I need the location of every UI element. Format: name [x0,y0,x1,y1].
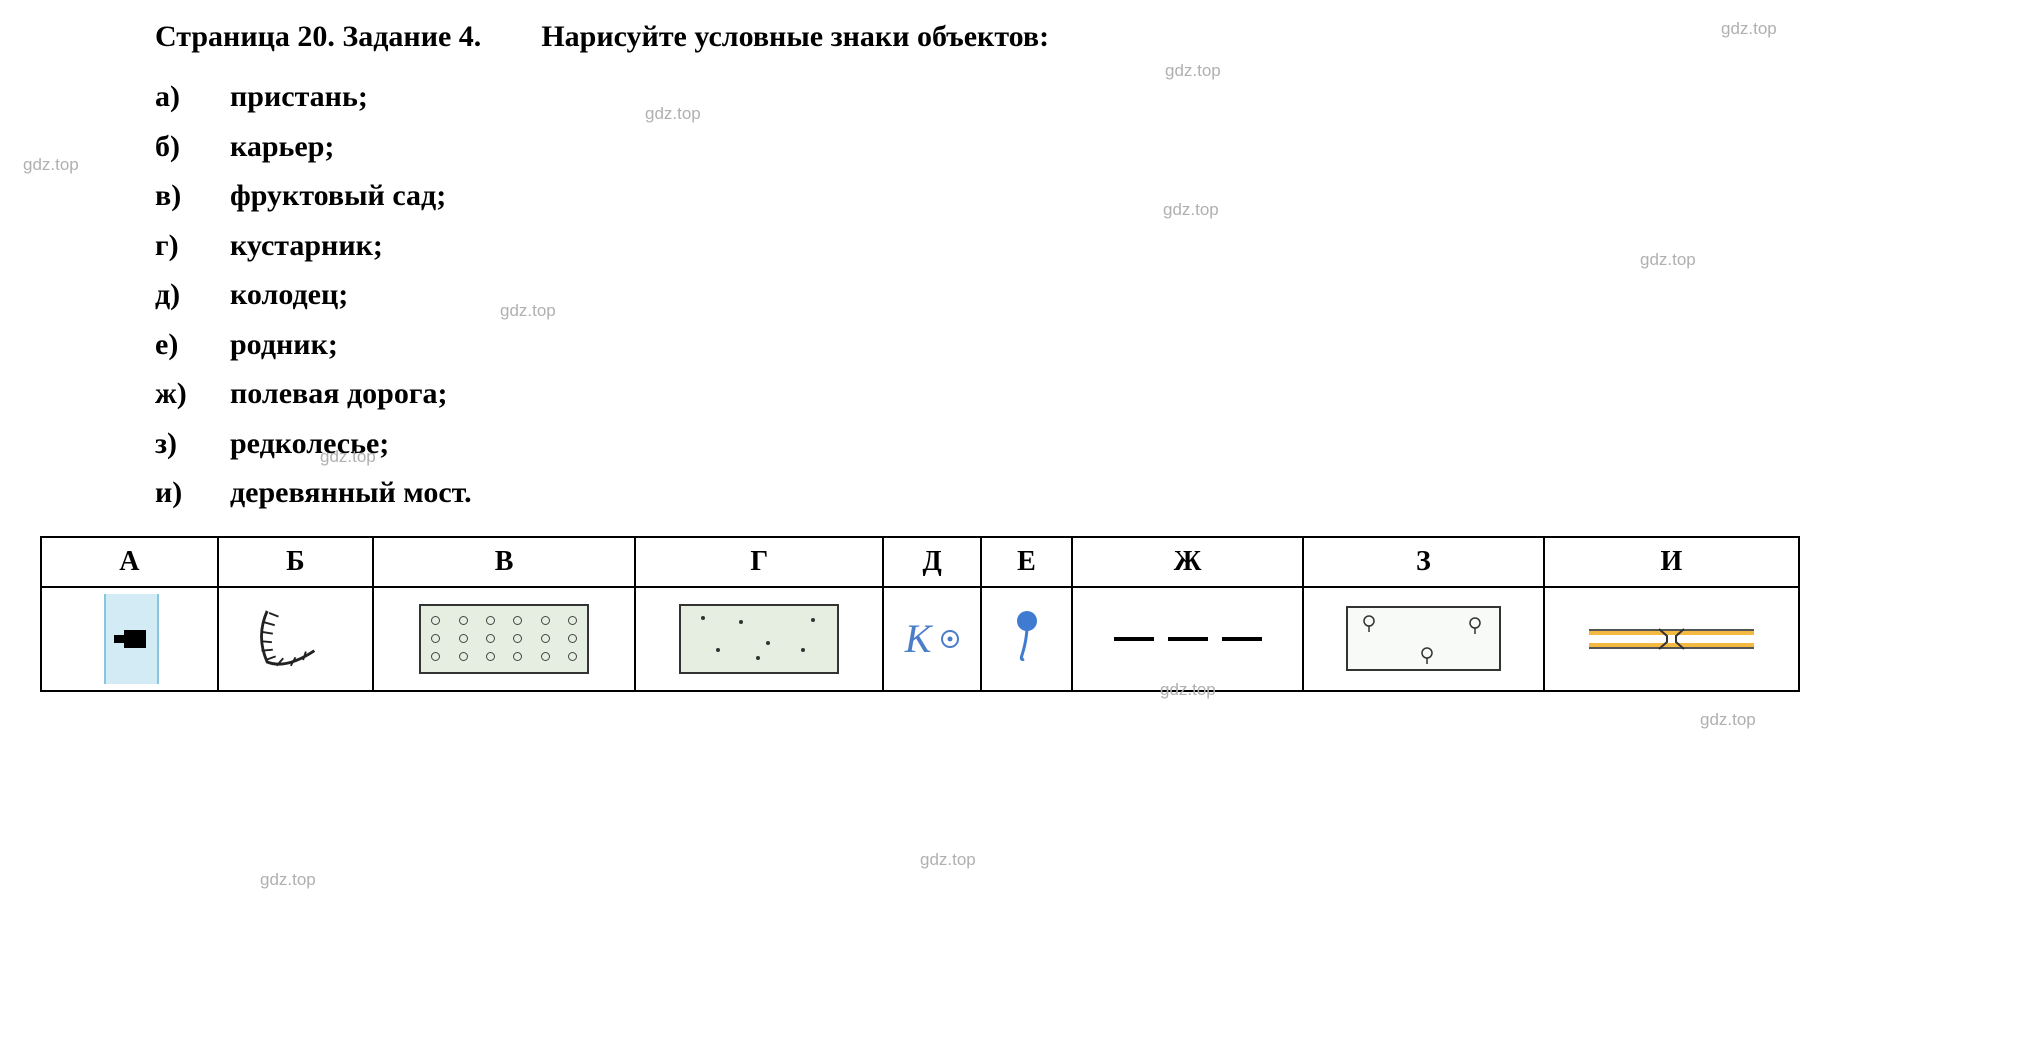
cell-orchard [373,587,635,691]
cell-well: К [883,587,981,691]
list-item: и)деревянный мост. [155,468,2002,518]
cell-shrubs [635,587,883,691]
watermark: gdz.top [1700,710,1756,730]
well-letter: К [905,615,932,662]
list-letter: з) [155,419,230,469]
orchard-icon [419,604,589,674]
list-letter: б) [155,122,230,172]
sparse-forest-icon [1346,606,1501,671]
list-letter: ж) [155,369,230,419]
cell-quarry [218,587,373,691]
list-letter: е) [155,320,230,370]
well-circle-icon [941,630,959,648]
list-item: б)карьер; [155,122,2002,172]
cell-pier [41,587,218,691]
shrub-icon [679,604,839,674]
list-letter: и) [155,468,230,518]
col-header: И [1544,537,1799,587]
col-header: Г [635,537,883,587]
table-icon-row: К [41,587,1799,691]
quarry-icon [248,594,343,684]
watermark: gdz.top [260,870,316,890]
list-text: деревянный мост. [230,468,472,518]
watermark: gdz.top [920,850,976,870]
list-item: в)фруктовый сад; [155,171,2002,221]
col-header: Д [883,537,981,587]
well-icon: К [905,615,960,662]
header-left: Страница 20. Задание 4. [155,20,481,54]
list-item: г)кустарник; [155,221,2002,271]
list-item: д)колодец; [155,270,2002,320]
header-right: Нарисуйте условные знаки объектов: [541,20,1049,54]
list-item: а)пристань; [155,72,2002,122]
list-letter: г) [155,221,230,271]
spring-icon [1002,601,1052,676]
col-header: Б [218,537,373,587]
list-text: полевая дорога; [230,369,447,419]
col-header: Е [981,537,1072,587]
task-header: Страница 20. Задание 4. Нарисуйте условн… [155,20,2002,54]
cell-spring [981,587,1072,691]
list-text: пристань; [230,72,368,122]
symbol-table: А Б В Г Д Е Ж З И [40,536,1800,692]
field-road-icon [1114,637,1262,641]
col-header: З [1303,537,1544,587]
col-header: А [41,537,218,587]
list-text: кустарник; [230,221,383,271]
list-item: ж)полевая дорога; [155,369,2002,419]
list-text: колодец; [230,270,348,320]
list-item: е)родник; [155,320,2002,370]
table-header-row: А Б В Г Д Е Ж З И [41,537,1799,587]
col-header: В [373,537,635,587]
list-letter: д) [155,270,230,320]
object-list: а)пристань; б)карьер; в)фруктовый сад; г… [155,72,2002,518]
cell-field-road [1072,587,1303,691]
list-letter: а) [155,72,230,122]
list-text: карьер; [230,122,334,172]
watermark: gdz.top [23,155,79,175]
wooden-bridge-icon [1589,614,1754,664]
cell-bridge [1544,587,1799,691]
pier-icon [74,594,184,684]
cell-sparse-forest [1303,587,1544,691]
list-text: родник; [230,320,338,370]
list-item: з)редколесье; [155,419,2002,469]
list-text: фруктовый сад; [230,171,446,221]
list-letter: в) [155,171,230,221]
col-header: Ж [1072,537,1303,587]
list-text: редколесье; [230,419,389,469]
